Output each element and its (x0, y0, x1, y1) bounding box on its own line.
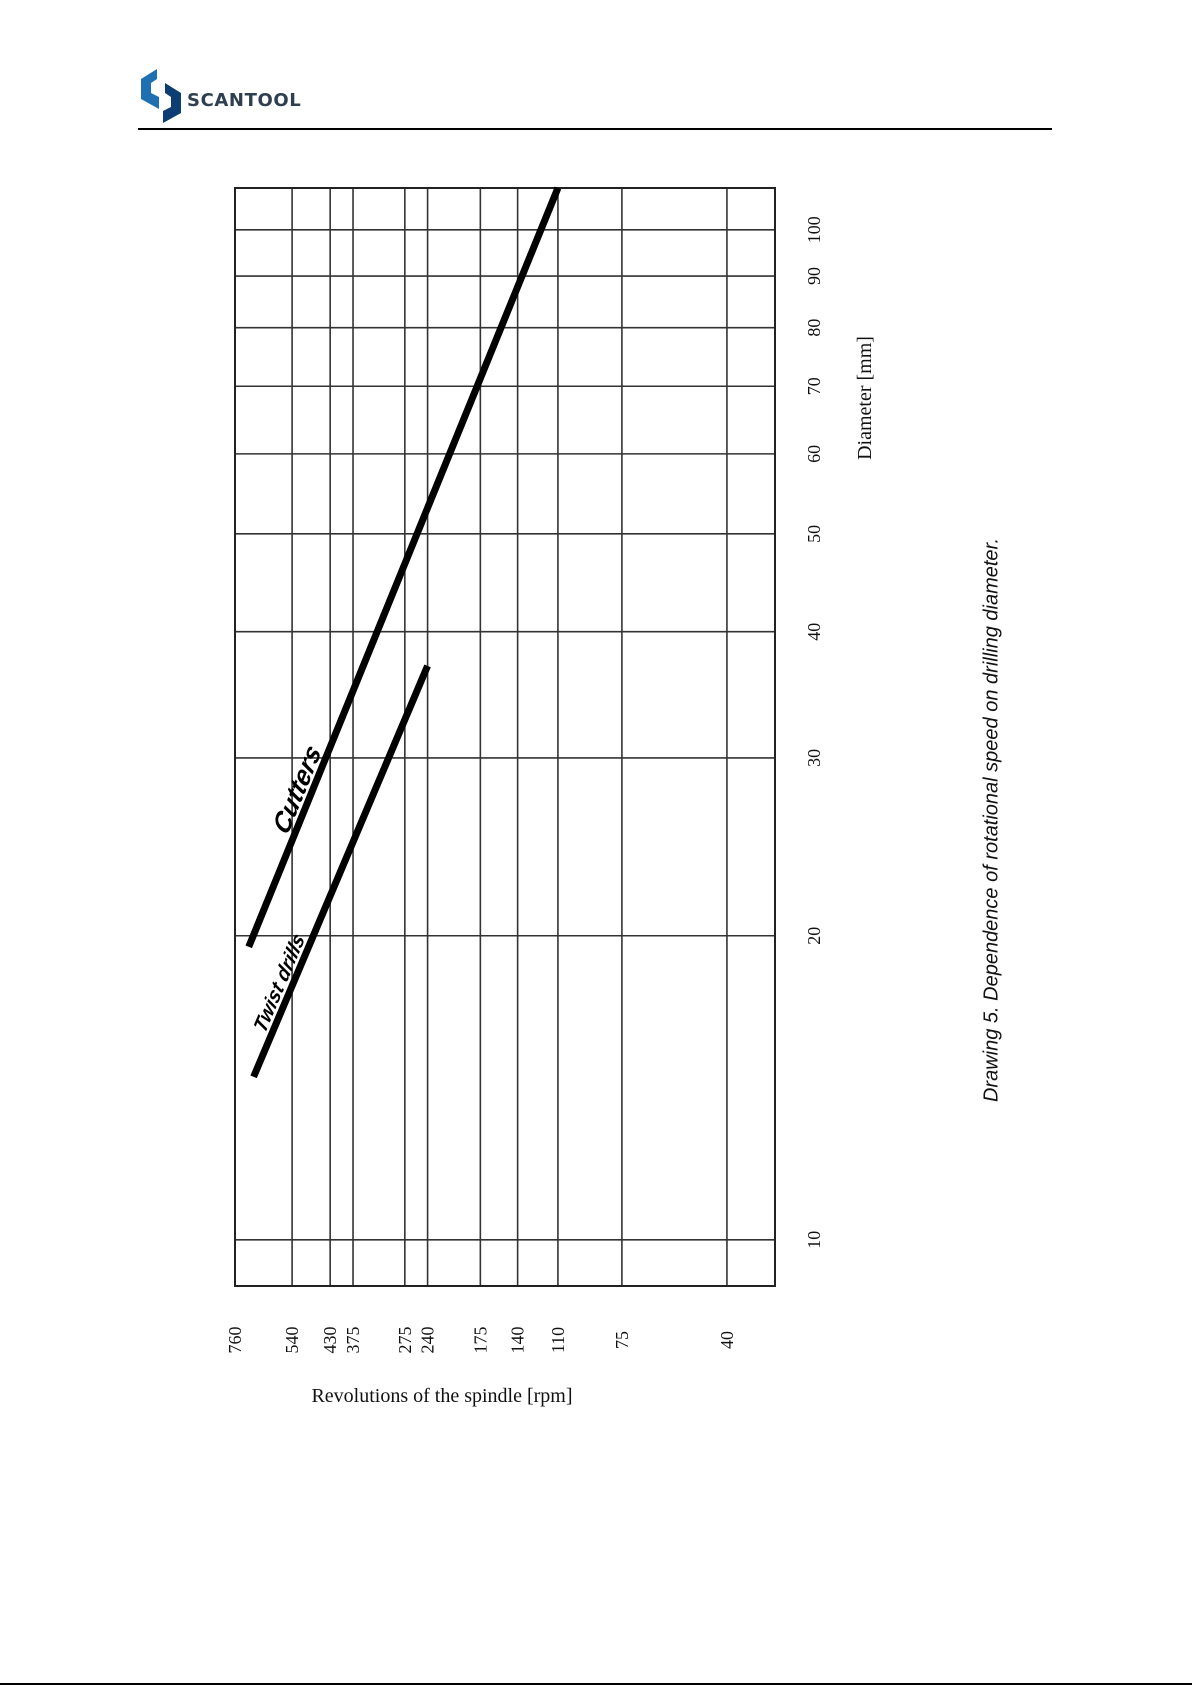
figure-caption: Drawing 5. Dependence of rotational spee… (980, 537, 1003, 1103)
footer-divider (0, 1683, 1192, 1685)
diameter-tick-label: 20 (804, 927, 824, 945)
header-divider (138, 128, 1052, 130)
rpm-tick-label: 110 (548, 1327, 568, 1353)
series-line (245, 186, 562, 949)
diameter-tick-label: 90 (804, 267, 824, 285)
rpm-tick-label: 175 (470, 1327, 490, 1354)
diameter-gridlines (235, 229, 775, 1241)
plot-frame (234, 187, 776, 1287)
rpm-tick-label: 275 (395, 1327, 415, 1354)
diameter-tick-label: 50 (804, 525, 824, 543)
scantool-logo-icon (141, 69, 181, 123)
series-line (250, 664, 431, 1079)
series-label: Cutters (267, 739, 326, 840)
rpm-tick-label: 140 (508, 1327, 528, 1354)
diameter-tick-label: 40 (804, 623, 824, 641)
diameter-tick-label: 70 (804, 377, 824, 395)
diameter-tick-label: 80 (804, 319, 824, 337)
diameter-tick-label: 10 (804, 1231, 824, 1249)
rpm-tick-label: 75 (612, 1331, 632, 1349)
rpm-tick-labels: 760 540 430 375 275 240 175 140 110 75 40 (225, 1327, 737, 1354)
diameter-axis-label: Diameter [mm] (854, 336, 876, 460)
rpm-tick-label: 760 (225, 1327, 245, 1354)
rpm-tick-label: 375 (343, 1327, 363, 1354)
brand-name: SCANTOOL (187, 90, 302, 111)
rpm-tick-label: 40 (717, 1331, 737, 1349)
rpm-tick-label: 430 (320, 1327, 340, 1354)
rpm-gridlines (291, 188, 728, 1286)
rpm-tick-label: 240 (418, 1327, 438, 1354)
diameter-tick-labels: 10 20 30 40 50 60 70 80 90 100 (804, 216, 824, 1248)
rpm-tick-label: 540 (282, 1327, 302, 1354)
series-lines (245, 186, 562, 1079)
diameter-tick-label: 30 (804, 749, 824, 767)
diameter-tick-label: 60 (804, 445, 824, 463)
rpm-axis-label: Revolutions of the spindle [rpm] (311, 1385, 572, 1407)
diameter-tick-label: 100 (804, 216, 824, 243)
page-header: SCANTOOL (0, 0, 1192, 135)
